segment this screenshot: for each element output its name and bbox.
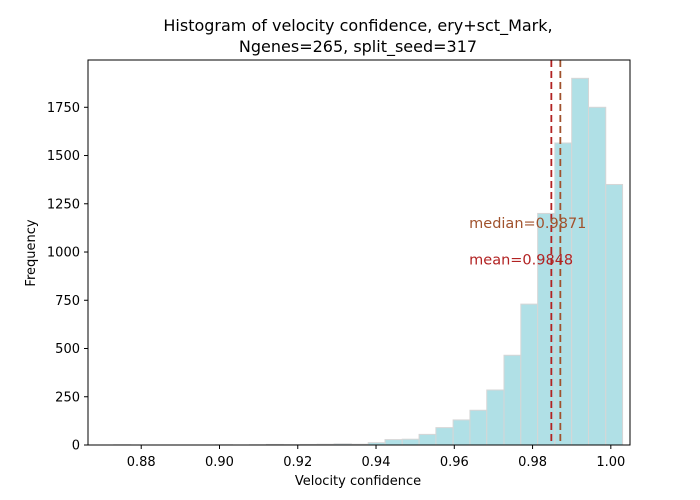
histogram-bar-24 — [520, 303, 539, 446]
y-tick-label-4: 1000 — [47, 246, 80, 261]
chart-title: Histogram of velocity confidence, ery+sc… — [163, 16, 552, 36]
annotations: median=0.9871 mean=0.9848 — [469, 216, 586, 269]
histogram-bars — [113, 77, 624, 446]
histogram-bar-21 — [469, 409, 488, 446]
reference-annotation-0: median=0.9871 — [469, 216, 586, 232]
chart-subtitle: Ngenes=265, split_seed=317 — [239, 37, 477, 57]
y-tick-label-6: 1500 — [47, 149, 80, 164]
histogram-bar-29 — [605, 183, 624, 446]
reference-lines — [550, 60, 562, 445]
histogram-bar-22 — [486, 389, 505, 446]
histogram-bar-18 — [418, 433, 437, 446]
x-tick-label-0: 0.88 — [127, 455, 156, 470]
x-tick-label-6: 1.00 — [596, 455, 625, 470]
x-tick-label-1: 0.90 — [205, 455, 234, 470]
y-tick-label-0: 0 — [72, 439, 80, 454]
x-tick-label-2: 0.92 — [283, 455, 312, 470]
y-tick-label-5: 1250 — [47, 197, 80, 212]
x-axis-label: Velocity confidence — [295, 474, 421, 489]
y-axis-ticks: 0 250 500 750 1000 1250 1500 1750 — [47, 101, 88, 454]
histogram-bar-19 — [435, 427, 454, 446]
x-tick-label-5: 0.98 — [518, 455, 547, 470]
x-axis-ticks: 0.88 0.90 0.92 0.94 0.96 0.98 1.00 — [127, 445, 625, 470]
histogram-bar-17 — [401, 438, 420, 446]
histogram-bar-27 — [571, 77, 590, 446]
x-tick-label-3: 0.94 — [362, 455, 391, 470]
histogram-bar-28 — [588, 106, 607, 446]
histogram-bar-20 — [452, 419, 471, 446]
y-axis-label: Frequency — [24, 219, 39, 286]
y-tick-label-1: 250 — [55, 390, 80, 405]
x-tick-label-4: 0.96 — [440, 455, 469, 470]
histogram-bar-26 — [554, 142, 573, 446]
histogram-bar-23 — [503, 354, 522, 446]
reference-annotation-1: mean=0.9848 — [469, 253, 573, 269]
y-tick-label-7: 1750 — [47, 101, 80, 116]
histogram-bar-16 — [384, 439, 403, 446]
y-tick-label-2: 500 — [55, 342, 80, 357]
histogram-bar-25 — [537, 212, 556, 446]
y-tick-label-3: 750 — [55, 294, 80, 309]
